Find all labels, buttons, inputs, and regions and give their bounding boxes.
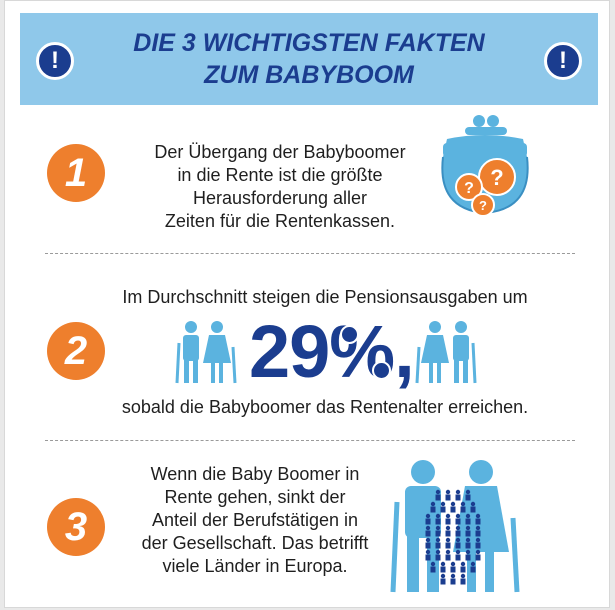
elderly-couple-icon bbox=[175, 321, 237, 384]
fact-2-line-top: Im Durchschnitt steigen die Pensionsausg… bbox=[122, 287, 528, 307]
arrow-up-icon bbox=[372, 361, 391, 380]
arrow-up-icon bbox=[340, 325, 359, 344]
percent-figure: 29%, bbox=[249, 310, 415, 393]
svg-text:?: ? bbox=[479, 198, 487, 213]
infographic-card: ! DIE 3 WICHTIGSTEN FAKTEN ZUM BABYBOOM … bbox=[4, 0, 610, 608]
fact-1-text: Der Übergang der Babyboomer in die Rente… bbox=[135, 141, 425, 233]
fact-3-line: Wenn die Baby Boomer in bbox=[150, 464, 360, 484]
fact-3-line: der Gesellschaft. Das betrifft bbox=[141, 533, 369, 553]
svg-text:?: ? bbox=[464, 180, 474, 197]
exclamation-icon: ! bbox=[544, 42, 582, 80]
divider bbox=[45, 253, 575, 254]
fact-3-line: Rente gehen, sinkt der bbox=[164, 487, 346, 507]
fact-1-line: Der Übergang der Babyboomer bbox=[154, 142, 406, 162]
fact-3-text: Wenn die Baby Boomer in Rente gehen, sin… bbox=[120, 463, 390, 578]
header-title-line1: DIE 3 WICHTIGSTEN FAKTEN bbox=[133, 29, 485, 57]
fact-3-line: Anteil der Berufstätigen in bbox=[151, 510, 359, 530]
elderly-couple-workforce-icon bbox=[390, 460, 520, 593]
coin-purse-question-icon: ? ? ? bbox=[441, 115, 529, 217]
divider bbox=[45, 440, 575, 441]
fact-1-line: Zeiten für die Rentenkassen. bbox=[164, 211, 396, 231]
fact-number-3: 3 bbox=[47, 498, 105, 556]
fact-3-line: viele Länder in Europa. bbox=[162, 556, 348, 576]
header-title-line2: ZUM BABYBOOM bbox=[204, 61, 414, 89]
elderly-couple-icon bbox=[415, 321, 477, 384]
fact-2-line-bottom: sobald die Babyboomer das Rentenalter er… bbox=[121, 397, 529, 417]
fact-number-1: 1 bbox=[47, 144, 105, 202]
fact-number-2: 2 bbox=[47, 322, 105, 380]
exclamation-icon: ! bbox=[36, 42, 74, 80]
fact-1-line: in die Rente ist die größte bbox=[177, 165, 383, 185]
fact-1-line: Herausforderung aller bbox=[192, 188, 368, 208]
svg-text:?: ? bbox=[490, 165, 503, 190]
header-banner: ! DIE 3 WICHTIGSTEN FAKTEN ZUM BABYBOOM … bbox=[20, 13, 598, 105]
